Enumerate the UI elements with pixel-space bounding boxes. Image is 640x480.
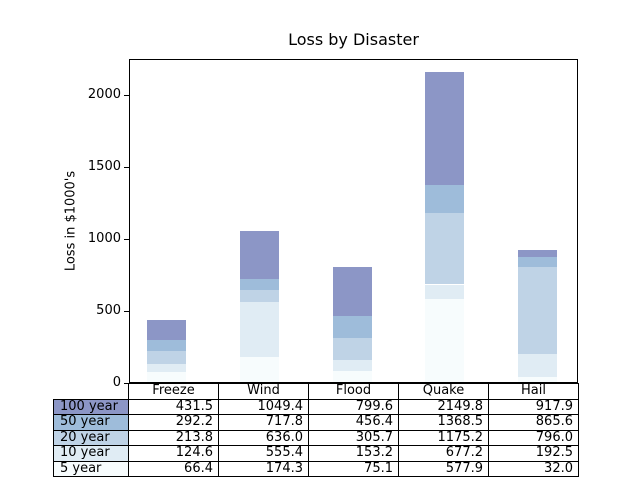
bar-segment-wind-100-year bbox=[240, 230, 279, 279]
bar-segment-wind-10-year bbox=[240, 302, 279, 357]
table-value-cell: 192.5 bbox=[488, 445, 579, 462]
bar-segment-flood-100-year bbox=[333, 266, 372, 317]
bar-segment-flood-50-year bbox=[333, 316, 372, 338]
table-row: 100 year 431.5 1049.4 799.6 2149.8 917.9 bbox=[53, 398, 579, 415]
table-value-cell: 677.2 bbox=[398, 445, 489, 462]
table-value-cell: 1049.4 bbox=[218, 398, 309, 415]
plot-area bbox=[129, 59, 578, 383]
y-tick-mark bbox=[124, 94, 129, 96]
bar-segment-hail-10-year bbox=[518, 354, 558, 378]
column-header-quake: Quake bbox=[398, 383, 489, 400]
table-value-cell: 796.0 bbox=[488, 429, 579, 446]
table-value-cell: 717.8 bbox=[218, 414, 309, 431]
table-value-cell: 305.7 bbox=[308, 429, 399, 446]
bar-segment-wind-20-year bbox=[240, 290, 279, 303]
y-tick-mark bbox=[124, 238, 129, 240]
bar-segment-flood-5-year bbox=[333, 371, 372, 382]
table-value-cell: 213.8 bbox=[128, 429, 219, 446]
bar-segment-quake-5-year bbox=[425, 298, 464, 382]
row-header-20-year: 20 year bbox=[53, 429, 129, 446]
y-tick-mark bbox=[124, 382, 129, 384]
chart-title: Loss by Disaster bbox=[288, 30, 419, 49]
bar-segment-hail-5-year bbox=[518, 377, 558, 382]
row-header-100-year: 100 year bbox=[53, 398, 129, 415]
table-value-cell: 153.2 bbox=[308, 445, 399, 462]
y-tick-label: 0 bbox=[112, 375, 121, 390]
table-value-cell: 124.6 bbox=[128, 445, 219, 462]
table-value-cell: 555.4 bbox=[218, 445, 309, 462]
table-value-cell: 456.4 bbox=[308, 414, 399, 431]
y-tick-mark bbox=[124, 310, 129, 312]
table-value-cell: 174.3 bbox=[218, 460, 309, 477]
y-tick-label: 500 bbox=[96, 303, 121, 318]
bar-segment-freeze-100-year bbox=[146, 319, 186, 340]
table-row: 50 year 292.2 717.8 456.4 1368.5 865.6 bbox=[53, 414, 579, 431]
table-value-cell: 636.0 bbox=[218, 429, 309, 446]
bar-segment-freeze-5-year bbox=[146, 372, 186, 382]
table-value-cell: 75.1 bbox=[308, 460, 399, 477]
table-value-cell: 32.0 bbox=[488, 460, 579, 477]
data-table: Freeze Wind Flood Quake Hail 100 year 431.5 10… bbox=[53, 383, 579, 477]
bar-segment-freeze-50-year bbox=[146, 339, 186, 352]
table-row: 20 year 213.8 636.0 305.7 1175.2 796.0 bbox=[53, 429, 579, 446]
bar-segment-hail-100-year bbox=[518, 249, 558, 258]
bar-segment-wind-5-year bbox=[240, 356, 279, 382]
table-value-cell: 1175.2 bbox=[398, 429, 489, 446]
bar-segment-hail-50-year bbox=[518, 257, 558, 268]
bar-segment-quake-100-year bbox=[425, 72, 464, 185]
bar-segment-freeze-10-year bbox=[146, 364, 186, 373]
column-header-wind: Wind bbox=[218, 383, 309, 400]
table-row: 5 year 66.4 174.3 75.1 577.9 32.0 bbox=[53, 460, 579, 477]
y-axis-label: Loss in $1000's bbox=[63, 170, 79, 272]
y-tick-mark bbox=[124, 166, 129, 168]
bar-segment-hail-20-year bbox=[518, 267, 558, 355]
y-tick-label: 1000 bbox=[87, 231, 121, 246]
table-value-cell: 66.4 bbox=[128, 460, 219, 477]
bar-segment-quake-50-year bbox=[425, 184, 464, 213]
table-value-cell: 865.6 bbox=[488, 414, 579, 431]
table-corner-cell bbox=[54, 384, 129, 400]
table-value-cell: 292.2 bbox=[128, 414, 219, 431]
column-header-freeze: Freeze bbox=[128, 383, 219, 400]
bar-segment-quake-10-year bbox=[425, 284, 464, 299]
bar-segment-quake-20-year bbox=[425, 212, 464, 285]
table-value-cell: 917.9 bbox=[488, 398, 579, 415]
column-header-flood: Flood bbox=[308, 383, 399, 400]
bar-segment-flood-20-year bbox=[333, 338, 372, 360]
table-row: 10 year 124.6 555.4 153.2 677.2 192.5 bbox=[53, 445, 579, 462]
row-header-50-year: 50 year bbox=[53, 414, 129, 431]
row-header-5-year: 5 year bbox=[53, 460, 129, 477]
y-tick-label: 2000 bbox=[87, 87, 121, 102]
bar-segment-wind-50-year bbox=[240, 278, 279, 291]
bar-segment-flood-10-year bbox=[333, 359, 372, 372]
table-value-cell: 1368.5 bbox=[398, 414, 489, 431]
y-tick-label: 1500 bbox=[87, 159, 121, 174]
table-header-row: Freeze Wind Flood Quake Hail bbox=[54, 383, 579, 400]
table-value-cell: 577.9 bbox=[398, 460, 489, 477]
table-value-cell: 2149.8 bbox=[398, 398, 489, 415]
column-header-hail: Hail bbox=[488, 383, 579, 400]
row-header-10-year: 10 year bbox=[53, 445, 129, 462]
table-value-cell: 431.5 bbox=[128, 398, 219, 415]
table-value-cell: 799.6 bbox=[308, 398, 399, 415]
bar-segment-freeze-20-year bbox=[146, 351, 186, 365]
